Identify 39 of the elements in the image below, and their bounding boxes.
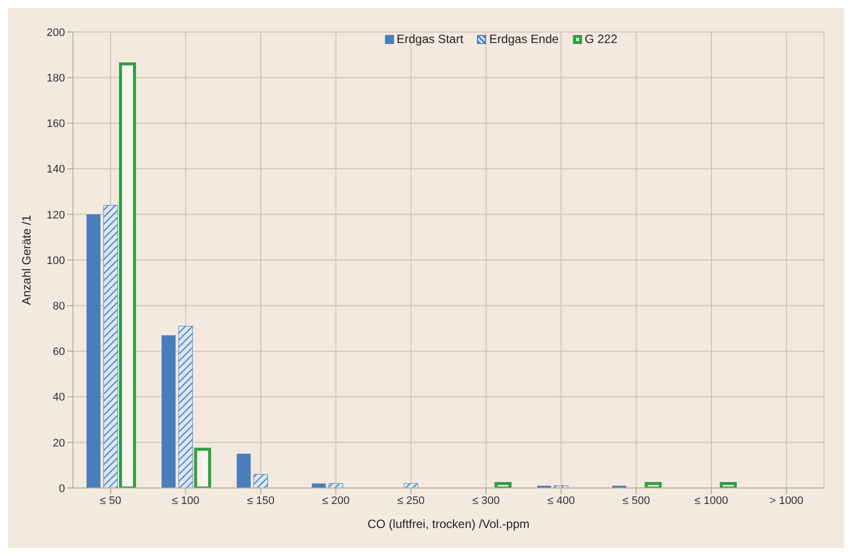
x-tick-label: ≤ 100 <box>172 494 200 507</box>
bar <box>103 205 118 488</box>
y-tick-label: 180 <box>46 72 65 85</box>
y-tick-label: 160 <box>46 118 65 130</box>
x-tick-label: ≤ 50 <box>100 494 122 507</box>
bar <box>119 62 136 488</box>
x-tick-label: ≤ 200 <box>322 494 350 507</box>
bar <box>494 482 512 488</box>
legend-label: Erdgas Start <box>396 32 464 46</box>
bar <box>644 482 662 488</box>
y-tick-label: 0 <box>58 482 65 495</box>
y-axis-title: Anzahl Geräte /1 <box>19 214 34 306</box>
bar <box>253 474 268 488</box>
x-tick-label: ≤ 300 <box>472 494 500 507</box>
y-tick-label: 40 <box>52 392 65 404</box>
y-tick-label: 60 <box>52 346 65 358</box>
x-tick-label: ≤ 400 <box>547 494 575 507</box>
x-tick-label: ≤ 1000 <box>694 494 728 507</box>
bar <box>194 448 212 488</box>
legend-label: G 222 <box>584 32 618 46</box>
y-tick-label: 140 <box>46 164 65 176</box>
y-tick-label: 120 <box>46 209 65 222</box>
bar <box>328 483 344 488</box>
legend-label: Erdgas Ende <box>489 32 559 46</box>
bar <box>404 483 418 488</box>
bar <box>86 214 101 488</box>
bar <box>720 482 737 488</box>
y-tick-label: 200 <box>46 26 65 39</box>
x-tick-label: ≤ 150 <box>247 494 274 507</box>
y-tick-label: 100 <box>46 254 65 267</box>
x-tick-label: ≤ 500 <box>622 494 650 507</box>
y-tick-label: 20 <box>52 437 65 450</box>
bar <box>236 454 251 488</box>
bar <box>178 326 193 488</box>
x-tick-label: ≤ 250 <box>397 494 425 507</box>
y-tick-label: 80 <box>52 300 65 313</box>
x-axis-title: CO (luftfrei, trocken) /Vol.-ppm <box>367 517 530 531</box>
x-tick-label: > 1000 <box>769 494 804 507</box>
bar <box>162 335 176 488</box>
